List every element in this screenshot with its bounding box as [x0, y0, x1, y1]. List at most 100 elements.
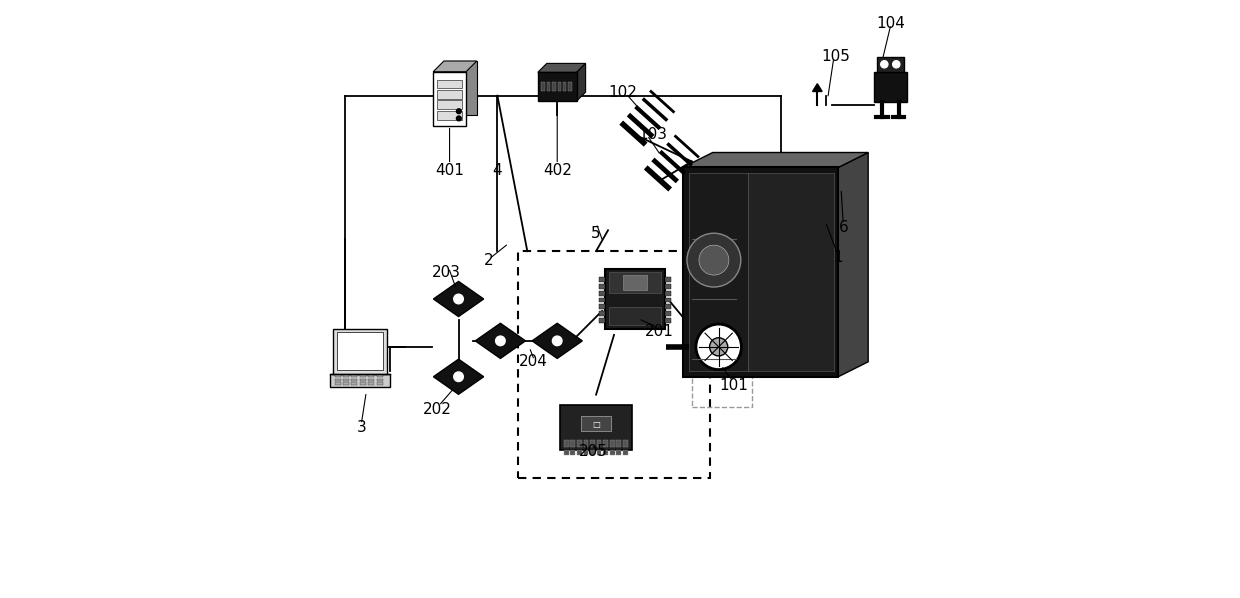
Bar: [547, 82, 551, 91]
Bar: [610, 450, 615, 455]
Bar: [605, 269, 665, 329]
Text: 6: 6: [839, 219, 849, 235]
Bar: [377, 382, 383, 385]
Bar: [622, 450, 627, 455]
Polygon shape: [444, 61, 476, 115]
Bar: [436, 90, 463, 99]
Bar: [665, 304, 671, 309]
Bar: [351, 379, 357, 381]
Bar: [436, 111, 463, 120]
Circle shape: [454, 372, 464, 382]
Bar: [377, 379, 383, 381]
Circle shape: [893, 61, 900, 68]
Bar: [570, 450, 575, 455]
Circle shape: [687, 233, 740, 287]
Bar: [610, 440, 615, 447]
Bar: [368, 382, 374, 385]
Bar: [330, 374, 389, 387]
Text: 102: 102: [609, 85, 637, 100]
Bar: [599, 277, 605, 282]
Bar: [688, 173, 748, 371]
Bar: [599, 312, 605, 316]
Text: 101: 101: [719, 378, 748, 393]
Bar: [436, 80, 463, 89]
Polygon shape: [538, 63, 585, 72]
Polygon shape: [532, 324, 583, 358]
Bar: [584, 440, 588, 447]
Circle shape: [456, 116, 461, 121]
Text: 1: 1: [833, 249, 843, 265]
Text: 203: 203: [432, 264, 461, 280]
Text: 401: 401: [435, 163, 464, 178]
Bar: [360, 382, 366, 385]
Bar: [665, 277, 671, 282]
Text: 103: 103: [639, 127, 667, 142]
Bar: [665, 312, 671, 316]
Text: 5: 5: [591, 225, 601, 241]
Bar: [360, 375, 366, 377]
Bar: [609, 272, 661, 293]
Text: 202: 202: [423, 402, 453, 417]
Polygon shape: [475, 324, 526, 358]
Bar: [334, 329, 387, 374]
Text: 3: 3: [357, 420, 367, 435]
Bar: [433, 72, 466, 126]
Bar: [599, 298, 605, 303]
Bar: [518, 251, 709, 478]
Polygon shape: [434, 359, 484, 394]
Bar: [683, 167, 838, 377]
Text: 205: 205: [579, 444, 608, 459]
Polygon shape: [434, 282, 484, 316]
Bar: [616, 440, 621, 447]
Bar: [538, 72, 577, 101]
Text: 201: 201: [645, 324, 673, 340]
Bar: [570, 440, 575, 447]
Bar: [368, 375, 374, 377]
Bar: [577, 450, 582, 455]
Bar: [599, 291, 605, 295]
Bar: [622, 275, 647, 290]
Bar: [351, 382, 357, 385]
Text: 2: 2: [484, 252, 494, 268]
Bar: [603, 440, 608, 447]
Polygon shape: [683, 152, 868, 167]
Text: 204: 204: [518, 354, 548, 370]
Bar: [335, 379, 341, 381]
Circle shape: [709, 338, 728, 356]
Polygon shape: [433, 61, 476, 72]
Bar: [542, 82, 544, 91]
Circle shape: [456, 109, 461, 114]
Bar: [665, 298, 671, 303]
Bar: [577, 440, 582, 447]
Bar: [603, 450, 608, 455]
Bar: [564, 450, 569, 455]
Bar: [599, 318, 605, 323]
Circle shape: [880, 61, 888, 68]
Bar: [582, 416, 611, 431]
Bar: [560, 405, 632, 450]
Bar: [563, 82, 567, 91]
Bar: [665, 318, 671, 323]
Polygon shape: [577, 63, 585, 101]
Bar: [436, 100, 463, 109]
Bar: [665, 284, 671, 289]
Bar: [609, 307, 661, 325]
Bar: [596, 450, 601, 455]
Bar: [343, 379, 350, 381]
Bar: [584, 450, 588, 455]
Bar: [877, 57, 904, 72]
Text: □: □: [593, 420, 600, 429]
Text: 402: 402: [543, 163, 572, 178]
Bar: [335, 382, 341, 385]
Polygon shape: [812, 84, 822, 91]
Bar: [590, 440, 595, 447]
Bar: [368, 379, 374, 381]
Bar: [335, 375, 341, 377]
Bar: [590, 450, 595, 455]
Polygon shape: [838, 152, 868, 377]
Circle shape: [696, 324, 742, 370]
Bar: [568, 82, 572, 91]
Bar: [360, 379, 366, 381]
Bar: [622, 440, 627, 447]
Bar: [599, 284, 605, 289]
